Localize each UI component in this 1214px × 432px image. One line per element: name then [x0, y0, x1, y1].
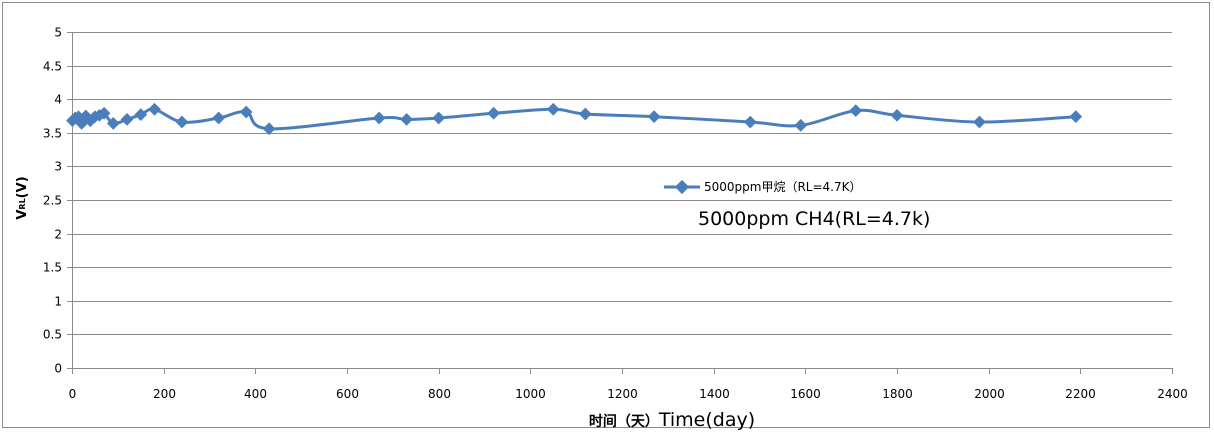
data-point: [578, 107, 592, 121]
x-axis-label-cn: 时间（天）: [589, 413, 659, 430]
x-tick-label: 1000: [515, 387, 546, 401]
y-tick-label: 3.5: [43, 127, 62, 141]
x-tick-labels: 0 200 400 600 800 1000 1200 1400 1600 1800 2000 220…: [69, 387, 1188, 401]
y-tick-labels: 0 0.5 1 1.5 2 2.5 3 3.5 4 4.5 5: [43, 26, 62, 376]
axes: [67, 32, 1173, 374]
y-tick-label: 4.5: [43, 60, 62, 74]
x-axis-label-en: Time(day): [658, 409, 755, 431]
y-axis-label: VRL(V): [15, 176, 30, 219]
x-tick-label: 2200: [1065, 387, 1096, 401]
data-point: [546, 102, 560, 116]
y-tick-label: 1: [54, 295, 62, 309]
y-tick-label: 0.5: [43, 328, 62, 342]
data-point: [849, 104, 863, 117]
x-tick-label: 2400: [1157, 387, 1188, 401]
x-tick-label: 400: [244, 387, 267, 401]
x-tick-label: 1200: [607, 387, 638, 401]
data-point: [487, 106, 501, 120]
data-point: [647, 110, 661, 124]
x-tick-label: 1800: [882, 387, 913, 401]
data-point: [148, 102, 161, 116]
data-point: [372, 111, 386, 125]
data-point: [175, 115, 189, 129]
data-point: [1069, 110, 1083, 124]
x-tick-label: 1600: [790, 387, 821, 401]
data-point: [134, 108, 148, 121]
gridlines: [72, 32, 1172, 335]
x-tick-label: 600: [336, 387, 359, 401]
x-tick-label: 800: [428, 387, 451, 401]
legend-label: 5000ppm甲烷（RL=4.7K）: [704, 180, 862, 194]
data-point: [794, 119, 808, 132]
x-axis-label: 时间（天）Time(day): [589, 409, 755, 431]
data-point: [743, 115, 757, 129]
data-point: [106, 116, 120, 130]
chart-annotation: 5000ppm CH4(RL=4.7k): [698, 208, 930, 230]
data-point: [120, 113, 134, 126]
y-tick-label: 2.5: [43, 194, 62, 208]
x-tick-label: 1400: [699, 387, 730, 401]
legend: 5000ppm甲烷（RL=4.7K）: [664, 179, 862, 195]
y-tick-label: 1.5: [43, 261, 62, 275]
x-tick-label: 2000: [974, 387, 1005, 401]
data-point: [890, 108, 904, 122]
x-tick-label: 0: [69, 387, 77, 401]
legend-marker: [674, 179, 690, 195]
data-point: [432, 111, 446, 125]
data-point: [400, 112, 413, 126]
x-tick-label: 200: [153, 387, 176, 401]
y-tick-label: 2: [54, 228, 62, 242]
data-point: [973, 115, 986, 129]
y-tick-label: 0: [54, 362, 62, 376]
data-point: [212, 111, 226, 125]
data-point: [239, 105, 253, 119]
y-tick-label: 5: [54, 26, 62, 40]
series-layer: [66, 102, 1083, 136]
y-tick-label: 4: [54, 93, 62, 107]
data-point: [97, 106, 111, 120]
y-tick-label: 3: [54, 160, 62, 174]
